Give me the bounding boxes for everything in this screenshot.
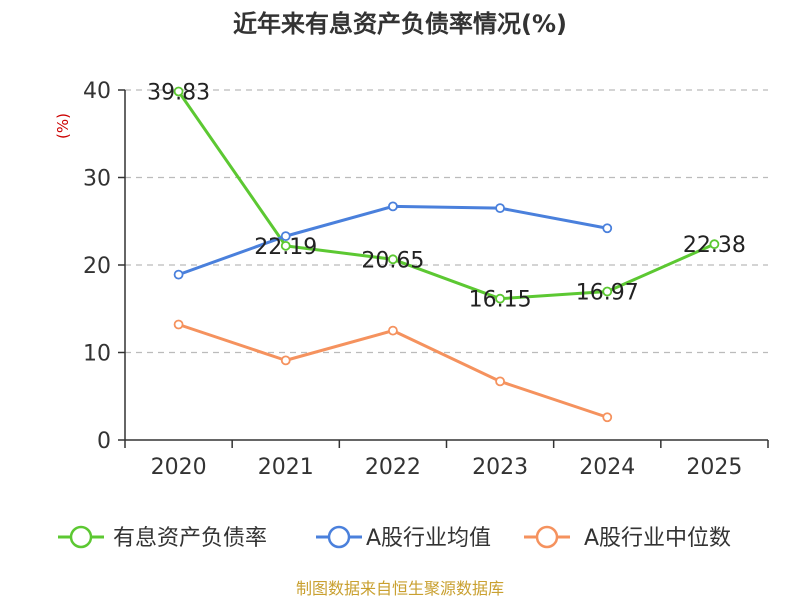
- data-point-s1-2020: [173, 269, 184, 280]
- data-point-s0-2025: [709, 239, 720, 250]
- data-point-s2-2022: [388, 325, 398, 336]
- series-group: [173, 86, 720, 423]
- y-tick-label-30: 30: [83, 167, 111, 192]
- data-label-2024: 16.97: [576, 281, 639, 306]
- x-tick-label-2022: 2022: [365, 455, 421, 480]
- chart-title: 近年来有息资产负债率情况(%): [233, 10, 567, 38]
- data-label-2022: 20.65: [361, 248, 424, 273]
- y-tick-label-0: 0: [97, 429, 111, 454]
- y-tick-label-20: 20: [83, 254, 111, 279]
- data-label-2023: 16.15: [469, 288, 532, 313]
- y-tick-label-10: 10: [83, 342, 111, 367]
- legend-label-0: 有息资产负债率: [113, 526, 267, 551]
- y-axis-label: (%): [54, 113, 72, 139]
- legend-label-1: A股行业均值: [366, 526, 491, 551]
- x-tick-label-2023: 2023: [472, 455, 528, 480]
- data-point-s0-2024: [602, 286, 613, 297]
- legend-label-2: A股行业中位数: [584, 526, 731, 551]
- series-line-2: [178, 323, 608, 419]
- legend: 有息资产负债率 A股行业均值 A股行业中位数: [58, 525, 731, 551]
- series-line-0: [177, 90, 716, 301]
- axes: 0 10 20 30 40 2020 2021 2022 2023 2024 2025: [83, 79, 769, 480]
- data-point-s2-2024: [602, 412, 613, 423]
- x-tick-label-2025: 2025: [686, 455, 742, 480]
- grid-lines: [125, 89, 768, 354]
- legend-marker-2: [535, 525, 559, 549]
- data-point-s1-2024: [602, 223, 613, 234]
- data-label-2021: 22.19: [254, 235, 317, 260]
- data-point-s1-2022: [388, 201, 398, 212]
- source-note: 制图数据来自恒生聚源数据库: [296, 579, 504, 598]
- data-point-s2-2020: [173, 319, 184, 330]
- x-tick-label-2021: 2021: [258, 455, 314, 480]
- data-labels: 39.83 22.19 20.65 16.15 16.97 22.38: [147, 80, 746, 312]
- data-point-s2-2023: [495, 376, 505, 387]
- data-point-s1-2023: [495, 203, 505, 214]
- y-tick-label-40: 40: [83, 79, 111, 104]
- x-tick-label-2024: 2024: [579, 455, 635, 480]
- data-point-s1-2021: [280, 231, 291, 242]
- x-tick-label-2020: 2020: [151, 455, 207, 480]
- data-point-s0-2021: [280, 240, 291, 251]
- data-label-2025: 22.38: [683, 233, 746, 258]
- data-point-s0-2020: [173, 86, 184, 97]
- data-point-s0-2023: [495, 293, 505, 304]
- legend-marker-0: [69, 525, 93, 549]
- data-label-2020: 39.83: [147, 80, 210, 105]
- legend-marker-1: [327, 525, 351, 549]
- data-point-s0-2022: [388, 254, 398, 265]
- data-point-s2-2021: [280, 355, 291, 366]
